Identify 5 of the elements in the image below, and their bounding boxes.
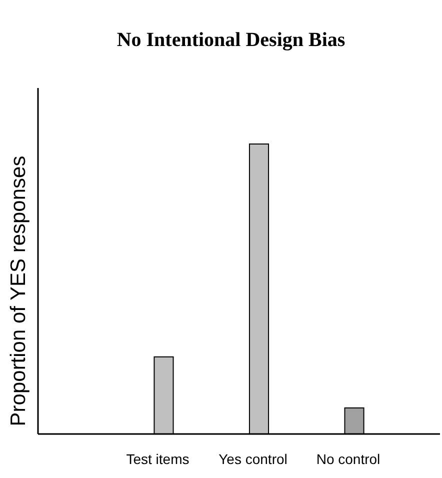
chart-title: No Intentional Design Bias [116, 29, 346, 51]
y-axis-title: Proportion of YES responses [7, 156, 30, 426]
x-tick-label: Test items [126, 451, 190, 467]
x-tick-label: No control [316, 451, 380, 467]
x-tick-label: Yes control [218, 451, 288, 467]
